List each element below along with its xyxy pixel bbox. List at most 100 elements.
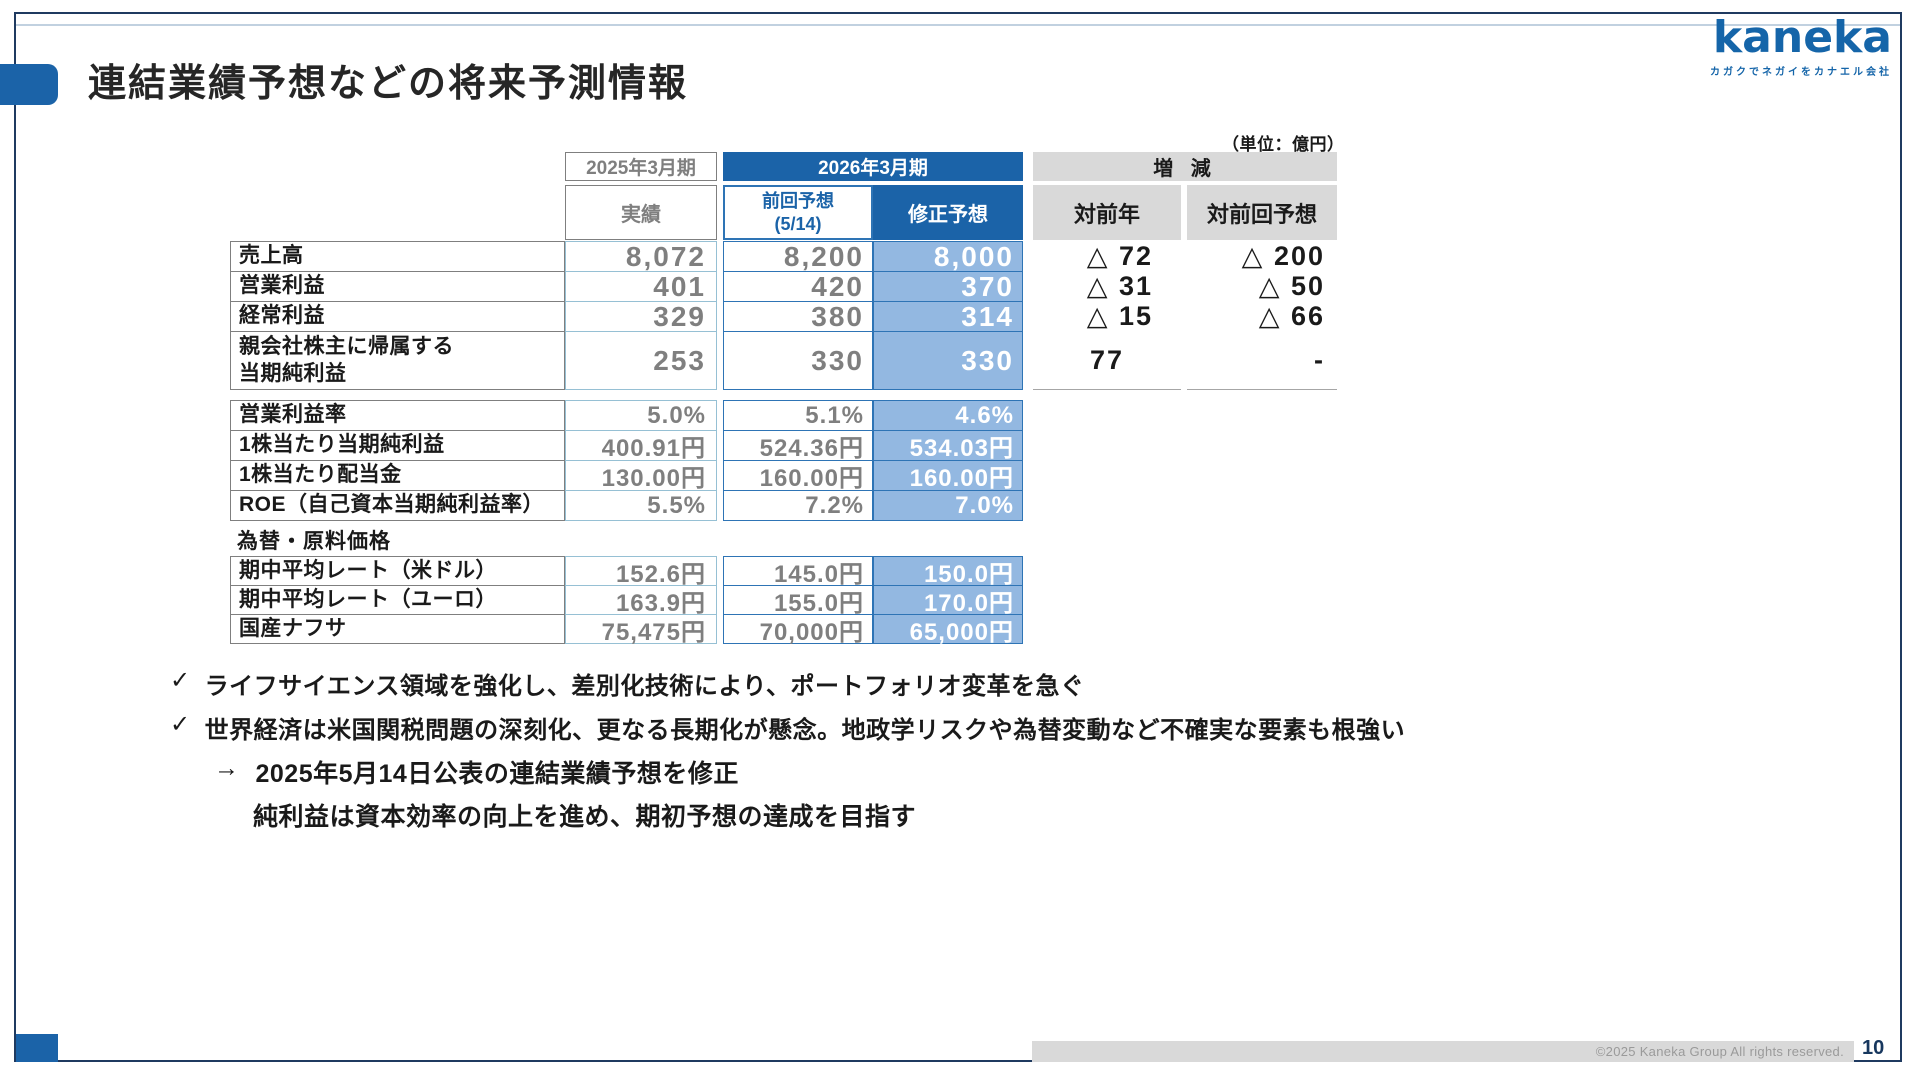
cell-vs-prev-year: △ 15 [1033,301,1181,332]
page-title: 連結業績予想などの将来予測情報 [88,63,689,105]
table-row: 経常利益 329 380 314 △ 15 △ 66 [230,301,1340,332]
logo-tagline: カガクでネガイをカナエル会社 [1710,67,1892,78]
cell-actual: 329 [565,301,717,332]
cell-previous: 70,000円 [723,614,873,646]
fx-section-label: 為替・原料価格 [237,530,391,553]
table-row: 期中平均レート（ユーロ） 163.9円 155.0円 170.0円 [230,585,1340,617]
cell-previous: 330 [723,331,873,390]
sub-text: 純利益は資本効率の向上を進め、期初予想の達成を目指す [253,803,917,831]
kaneka-logo: kaneka カガクでネガイをカナエル会社 [1710,12,1892,79]
cell-previous: 524.36円 [723,430,873,462]
cell-vs-prev-year: △ 31 [1033,271,1181,302]
row-label: 営業利益率 [230,400,565,431]
cell-actual: 5.5% [565,490,717,521]
cell-revised: 534.03円 [873,430,1023,462]
check-icon: ✓ [170,667,191,694]
cell-revised: 7.0% [873,490,1023,521]
header-previous-forecast: 前回予想 (5/14) [723,185,873,240]
table-row: 親会社株主に帰属する 当期純利益 253 330 330 77 - [230,331,1340,390]
cell-previous: 160.00円 [723,460,873,492]
cell-vs-prev-forecast: △ 200 [1187,241,1337,272]
copyright-text: ©2025 Kaneka Group All rights reserved. [1595,1044,1844,1059]
cell-actual: 253 [565,331,717,390]
fx-table-block: 期中平均レート（米ドル） 152.6円 145.0円 150.0円 期中平均レー… [230,556,1340,646]
header-vs-prev-forecast: 対前回予想 [1187,185,1337,240]
row-label: 経常利益 [230,301,565,332]
cell-previous: 5.1% [723,400,873,431]
bullet-text: 世界経済は米国関税問題の深刻化、更なる長期化が懸念。地政学リスクや為替変動など不… [204,717,1406,744]
cell-actual: 401 [565,271,717,302]
cell-previous: 155.0円 [723,585,873,617]
cell-actual: 8,072 [565,241,717,272]
cell-previous: 420 [723,271,873,302]
cell-revised: 370 [873,271,1023,302]
table-row: 1株当たり配当金 130.00円 160.00円 160.00円 [230,460,1340,492]
cell-vs-prev-year: 77 [1033,331,1181,390]
arrow-text: 2025年5月14日公表の連結業績予想を修正 [255,760,739,788]
row-label: ROE（自己資本当期純利益率） [230,490,565,521]
cell-previous: 7.2% [723,490,873,521]
cell-vs-prev-forecast: △ 66 [1187,301,1337,332]
cell-revised: 170.0円 [873,585,1023,617]
bullet-note-2: ✓ 世界経済は米国関税問題の深刻化、更なる長期化が懸念。地政学リスクや為替変動な… [170,710,1405,745]
header-revised-forecast: 修正予想 [873,185,1023,240]
table-row: 期中平均レート（米ドル） 152.6円 145.0円 150.0円 [230,556,1340,588]
table-row: 営業利益率 5.0% 5.1% 4.6% [230,400,1340,431]
header-vs-prev-year: 対前年 [1033,185,1181,240]
title-divider [16,24,1900,26]
table-header-row-1: 2025年3月期 2026年3月期 増 減 [230,152,1340,181]
cell-vs-prev-year: △ 72 [1033,241,1181,272]
footer-accent-bar [16,1034,58,1062]
table-row: 国産ナフサ 75,475円 70,000円 65,000円 [230,614,1340,646]
title-accent-bar [0,64,58,105]
cell-revised: 314 [873,301,1023,332]
cell-revised: 160.00円 [873,460,1023,492]
cell-actual: 400.91円 [565,430,717,462]
row-label: 売上高 [230,241,565,272]
cell-revised: 65,000円 [873,614,1023,646]
cell-actual: 130.00円 [565,460,717,492]
table-row: 売上高 8,072 8,200 8,000 △ 72 △ 200 [230,241,1340,272]
header-spacer [230,152,565,181]
cell-vs-prev-forecast: - [1187,331,1337,390]
cell-actual: 75,475円 [565,614,717,646]
sub-note: 純利益は資本効率の向上を進め、期初予想の達成を目指す [253,797,916,833]
row-label: 1株当たり配当金 [230,460,565,491]
cell-revised: 4.6% [873,400,1023,431]
row-label: 営業利益 [230,271,565,302]
row-label: 国産ナフサ [230,614,565,644]
unit-note: （単位：億円） [1222,135,1345,154]
header-fy2025: 2025年3月期 [565,152,717,181]
cell-previous: 380 [723,301,873,332]
cell-revised: 330 [873,331,1023,390]
cell-vs-prev-forecast: △ 50 [1187,271,1337,302]
cell-revised: 150.0円 [873,556,1023,588]
row-label: 親会社株主に帰属する 当期純利益 [230,331,565,390]
check-icon: ✓ [170,711,191,738]
arrow-icon: → [214,754,240,782]
slide-border [14,12,1902,1062]
row-label: 1株当たり当期純利益 [230,430,565,461]
header-change: 増 減 [1033,152,1337,181]
pl-table-block: 売上高 8,072 8,200 8,000 △ 72 △ 200 営業利益 40… [230,241,1340,390]
cell-actual: 163.9円 [565,585,717,617]
table-row: ROE（自己資本当期純利益率） 5.5% 7.2% 7.0% [230,490,1340,521]
table-row: 営業利益 401 420 370 △ 31 △ 50 [230,271,1340,302]
row-label: 期中平均レート（ユーロ） [230,585,565,615]
page-number: 10 [1862,1037,1885,1059]
bullet-note-1: ✓ ライフサイエンス領域を強化し、差別化技術により、ポートフォリオ変革を急ぐ [170,666,1084,701]
header-fy2026: 2026年3月期 [723,152,1023,181]
footer-band: ©2025 Kaneka Group All rights reserved. [1032,1041,1854,1062]
cell-previous: 8,200 [723,241,873,272]
header-actual: 実績 [565,185,717,240]
cell-previous: 145.0円 [723,556,873,588]
table-header-row-2: 実績 前回予想 (5/14) 修正予想 対前年 対前回予想 [230,185,1340,240]
logo-wordmark: kaneka [1712,12,1892,63]
arrow-note: → 2025年5月14日公表の連結業績予想を修正 [214,754,739,790]
cell-actual: 5.0% [565,400,717,431]
cell-revised: 8,000 [873,241,1023,272]
cell-actual: 152.6円 [565,556,717,588]
ratio-table-block: 営業利益率 5.0% 5.1% 4.6% 1株当たり当期純利益 400.91円 … [230,400,1340,521]
row-label: 期中平均レート（米ドル） [230,556,565,586]
table-row: 1株当たり当期純利益 400.91円 524.36円 534.03円 [230,430,1340,462]
